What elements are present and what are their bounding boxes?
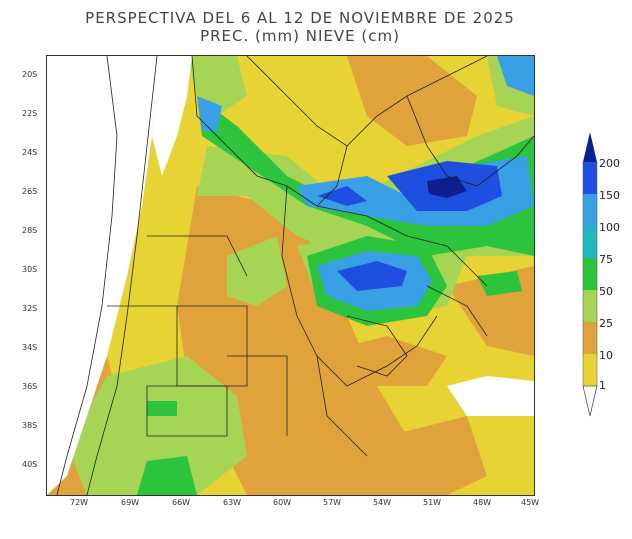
lon-label: 69W — [121, 498, 140, 507]
lat-label: 36S — [22, 382, 38, 391]
lat-label: 38S — [22, 421, 38, 430]
legend-swatch-1 — [583, 354, 597, 386]
legend-swatch-200 — [583, 132, 597, 162]
lon-label: 60W — [273, 498, 292, 507]
navy-region — [427, 176, 467, 198]
legend-label: 200 — [599, 157, 620, 170]
no-precip-andes — [152, 56, 192, 176]
legend-swatch-100 — [583, 194, 597, 226]
lat-label: 20S — [22, 70, 38, 79]
lon-label: 54W — [373, 498, 392, 507]
lat-label: 24S — [22, 148, 38, 157]
legend-swatch-150 — [583, 162, 597, 194]
lon-label: 45W — [521, 498, 540, 507]
lat-label: 28S — [22, 226, 38, 235]
legend-swatch-75 — [583, 226, 597, 258]
boundaries — [56, 56, 534, 495]
lat-label: 30S — [22, 265, 38, 274]
legend-swatch-10 — [583, 322, 597, 354]
lon-label: 48W — [473, 498, 492, 507]
legend-swatch-zero — [582, 385, 598, 417]
legend-colorbar — [582, 132, 598, 417]
lat-label: 22S — [22, 109, 38, 118]
legend-swatch-25 — [583, 290, 597, 322]
map-subtitle: PREC. (mm) NIEVE (cm) — [200, 27, 400, 45]
lat-label: 32S — [22, 304, 38, 313]
lon-label: 63W — [223, 498, 242, 507]
legend-label: 75 — [599, 253, 613, 266]
no-precip-atlantic — [447, 376, 534, 416]
lon-label: 51W — [423, 498, 442, 507]
lon-label: 72W — [70, 498, 89, 507]
legend-label: 10 — [599, 349, 613, 362]
lon-label: 66W — [172, 498, 191, 507]
lat-label: 34S — [22, 343, 38, 352]
legend-label: 25 — [599, 317, 613, 330]
lon-label: 57W — [323, 498, 342, 507]
map-title: PERSPECTIVA DEL 6 AL 12 DE NOVIEMBRE DE … — [85, 9, 515, 27]
precipitation-map — [46, 55, 535, 496]
legend-label: 50 — [599, 285, 613, 298]
lat-label: 26S — [22, 187, 38, 196]
lat-label: 40S — [22, 460, 38, 469]
legend-label: 100 — [599, 221, 620, 234]
legend-label: 1 — [599, 379, 606, 392]
legend-label: 150 — [599, 189, 620, 202]
no-precip-west — [47, 56, 157, 495]
legend-swatch-50 — [583, 258, 597, 290]
